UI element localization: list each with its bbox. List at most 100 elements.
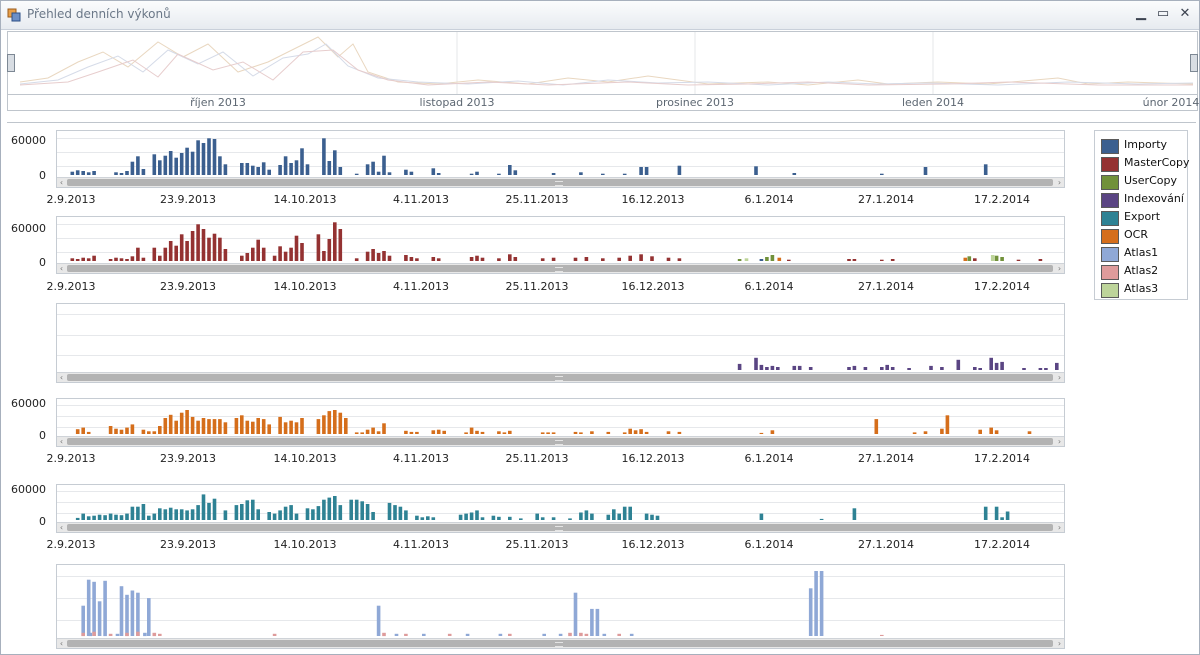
maximize-button[interactable]: ▭ bbox=[1156, 6, 1170, 21]
scroll-thumb[interactable] bbox=[67, 640, 1053, 647]
bar-export bbox=[240, 504, 244, 520]
horizontal-scrollbar[interactable]: ‹ › bbox=[57, 177, 1064, 187]
bar-importy bbox=[130, 161, 135, 175]
legend-item-atlas3[interactable]: Atlas3 bbox=[1101, 281, 1187, 298]
scroll-right-arrow-icon[interactable]: › bbox=[1057, 178, 1062, 187]
bar-export bbox=[174, 509, 178, 520]
bar-importy bbox=[469, 173, 474, 175]
bar-export bbox=[136, 506, 140, 520]
navigator-left-handle[interactable] bbox=[7, 54, 15, 72]
scroll-left-arrow-icon[interactable]: ‹ bbox=[59, 523, 64, 532]
bar-mastercopy bbox=[86, 258, 91, 261]
scroll-right-arrow-icon[interactable]: › bbox=[1057, 523, 1062, 532]
bar-mastercopy bbox=[371, 249, 375, 261]
legend-item-mastercopy[interactable]: MasterCopy bbox=[1101, 155, 1190, 172]
horizontal-scrollbar[interactable]: ‹ › bbox=[57, 372, 1064, 382]
scroll-left-arrow-icon[interactable]: ‹ bbox=[59, 264, 64, 273]
scroll-right-arrow-icon[interactable]: › bbox=[1057, 437, 1062, 446]
bar-mastercopy bbox=[666, 257, 671, 261]
bar-mastercopy bbox=[245, 253, 250, 261]
scroll-right-arrow-icon[interactable]: › bbox=[1057, 373, 1062, 382]
bar-ocr bbox=[147, 431, 151, 434]
legend-label: UserCopy bbox=[1124, 174, 1177, 187]
bar-importy bbox=[114, 172, 118, 175]
bar-atlas1 bbox=[498, 633, 503, 636]
legend-swatch bbox=[1101, 139, 1119, 154]
scroll-left-arrow-icon[interactable]: ‹ bbox=[59, 178, 64, 187]
legend-label: Importy bbox=[1124, 138, 1168, 151]
bar-export bbox=[584, 510, 589, 520]
horizontal-scrollbar[interactable]: ‹ › bbox=[57, 263, 1064, 273]
x-tick-label: 4.11.2013 bbox=[393, 452, 449, 465]
bar-export bbox=[147, 515, 151, 520]
close-button[interactable]: ✕ bbox=[1179, 6, 1191, 21]
scroll-left-arrow-icon[interactable]: ‹ bbox=[59, 373, 64, 382]
bar-ocr bbox=[201, 418, 206, 434]
bar-export bbox=[289, 505, 293, 520]
bar-mastercopy bbox=[152, 247, 157, 261]
bar-ocr bbox=[579, 432, 583, 434]
horizontal-scrollbar[interactable]: ‹ › bbox=[57, 638, 1064, 648]
scroll-left-arrow-icon[interactable]: ‹ bbox=[59, 437, 64, 446]
bar-mastercopy bbox=[354, 258, 359, 261]
bar-indexov-n- bbox=[770, 365, 775, 370]
bar-atlas1-atlas2 bbox=[81, 605, 85, 636]
bar-mastercopy bbox=[316, 234, 321, 261]
scroll-thumb[interactable] bbox=[67, 179, 1053, 186]
minimize-button[interactable]: ▁ bbox=[1136, 6, 1146, 21]
bar-export bbox=[311, 509, 315, 520]
bar-ocr bbox=[994, 430, 999, 434]
title-bar[interactable]: Přehled denních výkonů ▁ ▭ ✕ bbox=[1, 1, 1199, 30]
legend-item-indexování[interactable]: Indexování bbox=[1101, 191, 1187, 208]
bar-mastercopy bbox=[278, 246, 282, 261]
bar-indexov-n- bbox=[737, 363, 742, 370]
bar-mastercopy bbox=[130, 256, 135, 261]
bar-export bbox=[852, 508, 857, 520]
legend-label: Export bbox=[1124, 210, 1161, 223]
bar-ocr bbox=[75, 429, 80, 434]
scroll-left-arrow-icon[interactable]: ‹ bbox=[59, 639, 64, 648]
bar-importy bbox=[513, 170, 518, 175]
bar-ocr bbox=[283, 422, 288, 434]
horizontal-scrollbar[interactable]: ‹ › bbox=[57, 436, 1064, 446]
bar-importy bbox=[354, 173, 359, 175]
legend-item-atlas1[interactable]: Atlas1 bbox=[1101, 245, 1187, 262]
scroll-grip-icon bbox=[555, 181, 563, 186]
scroll-thumb[interactable] bbox=[67, 265, 1053, 272]
bar-ocr bbox=[606, 431, 611, 434]
legend-item-atlas2[interactable]: Atlas2 bbox=[1101, 263, 1187, 280]
scroll-thumb[interactable] bbox=[67, 524, 1053, 531]
separator bbox=[7, 122, 1196, 123]
bar-importy bbox=[163, 155, 168, 175]
bar-atlas2 bbox=[272, 633, 277, 636]
legend-item-usercopy[interactable]: UserCopy bbox=[1101, 173, 1187, 190]
navigator-right-handle[interactable] bbox=[1190, 54, 1198, 72]
legend-label: Indexování bbox=[1124, 192, 1184, 205]
bar-importy bbox=[644, 167, 649, 175]
bar-export bbox=[234, 505, 239, 520]
scroll-thumb[interactable] bbox=[67, 438, 1053, 445]
scroll-grip-icon bbox=[555, 526, 563, 531]
legend-label: MasterCopy bbox=[1124, 156, 1190, 169]
bar-atlas1-atlas2 bbox=[814, 571, 818, 636]
range-navigator[interactable]: říjen 2013 listopad 2013 prosinec 2013 l… bbox=[7, 31, 1199, 111]
scroll-thumb[interactable] bbox=[67, 374, 1053, 381]
bar-usercopy bbox=[737, 259, 742, 261]
scroll-right-arrow-icon[interactable]: › bbox=[1057, 639, 1062, 648]
bar-ocr bbox=[365, 429, 370, 434]
bar-ocr bbox=[196, 420, 200, 434]
legend-item-importy[interactable]: Importy bbox=[1101, 137, 1187, 154]
bar-mastercopy bbox=[283, 251, 288, 261]
bar-ocr bbox=[376, 431, 381, 434]
bar-ocr bbox=[125, 427, 129, 434]
x-tick-label: 17.2.2014 bbox=[974, 280, 1030, 293]
bar-ocr bbox=[163, 418, 168, 434]
bar-export bbox=[655, 515, 660, 520]
legend-item-ocr[interactable]: OCR bbox=[1101, 227, 1187, 244]
horizontal-scrollbar[interactable]: ‹ › bbox=[57, 522, 1064, 532]
bar-export bbox=[360, 501, 364, 520]
bar-atlas1-atlas2 bbox=[376, 605, 381, 636]
bar-export bbox=[1000, 517, 1004, 520]
legend-item-export[interactable]: Export bbox=[1101, 209, 1187, 226]
scroll-right-arrow-icon[interactable]: › bbox=[1057, 264, 1062, 273]
